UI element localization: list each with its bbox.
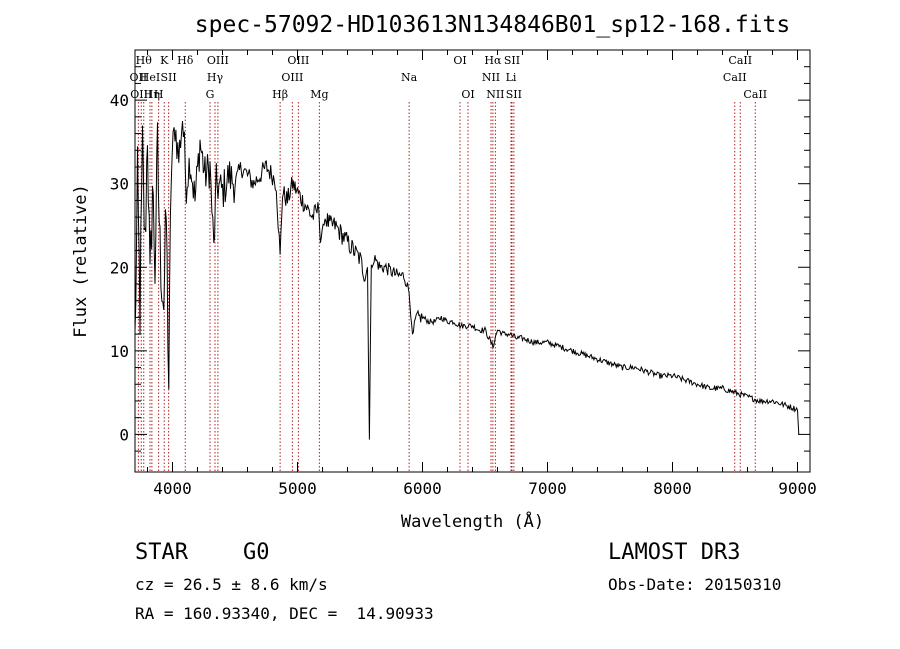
spectral-line-label: CaII [723, 71, 747, 84]
spectral-line-label: Hδ [177, 54, 194, 67]
y-tick-label: 10 [110, 342, 129, 361]
spectral-line-label: Mg [310, 88, 328, 101]
spectral-line-label: OI [461, 88, 474, 101]
chart-title: spec-57092-HD103613N134846B01_sp12-168.f… [195, 12, 790, 38]
spectral-line-label: Na [401, 71, 418, 84]
x-tick-label: 6000 [403, 479, 442, 498]
spectral-line-label: G [206, 88, 215, 101]
coordinates: RA = 160.93340, DEC = 14.90933 [135, 604, 434, 623]
spectral-line-label: OIII [207, 54, 229, 67]
y-tick-label: 30 [110, 175, 129, 194]
survey-name: LAMOST DR3 [608, 540, 741, 565]
redshift-velocity: cz = 26.5 ± 8.6 km/s [135, 575, 328, 594]
x-tick-label: 4000 [153, 479, 192, 498]
axis-ticks: 4000 5000 6000 7000 8000 9000 0 10 20 30 40 [110, 50, 817, 498]
spectral-line-label: OIII [130, 88, 152, 101]
spectral-line-label: OI [453, 54, 466, 67]
spectral-line-label: Hα [484, 54, 502, 67]
spectral-line-label: HeI [140, 71, 160, 84]
y-tick-label: 40 [110, 91, 129, 110]
observation-date: Obs-Date: 20150310 [608, 575, 782, 594]
y-tick-label: 20 [110, 258, 129, 277]
spectral-line-label: SII [161, 71, 177, 84]
spectral-line-label: CaII [728, 54, 752, 67]
spectral-line-label: Hη [144, 88, 160, 101]
x-tick-label: 9000 [778, 479, 817, 498]
spectral-line-label: Hθ [136, 54, 153, 67]
spectral-line-label: K [160, 54, 169, 67]
subclass: G0 [243, 540, 270, 565]
spectral-line-label: SII [504, 54, 520, 67]
spectral-line-label: H [154, 88, 164, 101]
spectral-line-label: OII [130, 71, 148, 84]
x-tick-label: 8000 [653, 479, 692, 498]
object-type: STAR [135, 540, 188, 565]
spectral-line-label: NII [482, 71, 500, 84]
x-tick-label: 5000 [278, 479, 317, 498]
spectral-line-label: OIII [281, 71, 303, 84]
x-tick-label: 7000 [528, 479, 567, 498]
spectrum-line [134, 120, 800, 440]
spectral-line-label: Li [506, 71, 517, 84]
spectral-line-label: NII [486, 88, 504, 101]
plot-frame [134, 49, 811, 473]
spectral-line-label: OIII [287, 54, 309, 67]
spectral-line-label: Hβ [272, 88, 288, 101]
spectral-line-label: Hγ [207, 71, 224, 84]
spectral-line-label: CaII [743, 88, 767, 101]
x-axis-label: Wavelength (Å) [401, 510, 544, 532]
y-tick-label: 0 [119, 425, 129, 444]
y-axis-label: Flux (relative) [71, 184, 91, 338]
spectral-line-label: SII [506, 88, 522, 101]
emission-lines: OIIOIIIHθHeIHηHKSIIHδGHγOIIIHβOIIIOIIIMg… [130, 54, 767, 472]
